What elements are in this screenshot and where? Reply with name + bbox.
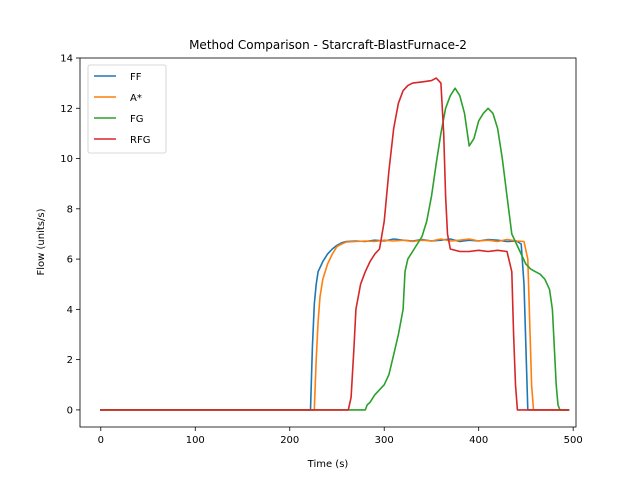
legend-box bbox=[87, 64, 167, 154]
y-tick-label: 2 bbox=[67, 355, 73, 366]
x-axis-label: Time (s) bbox=[307, 459, 349, 470]
y-tick-label: 4 bbox=[67, 305, 73, 316]
plot-frame bbox=[79, 57, 577, 428]
x-tick-label: 100 bbox=[186, 435, 205, 446]
y-axis-label: Flow (units/s) bbox=[36, 208, 47, 275]
y-tick-label: 10 bbox=[60, 154, 73, 165]
series-line-fg bbox=[100, 87, 570, 411]
y-tick-label: 6 bbox=[67, 255, 73, 266]
legend-label: A* bbox=[130, 93, 142, 104]
legend-label: RFG bbox=[130, 135, 150, 146]
series-line-a bbox=[100, 238, 570, 411]
x-axis-ticks: 0 100 200 300 400 500 bbox=[98, 427, 583, 446]
y-tick-label: 0 bbox=[67, 405, 73, 416]
y-tick-label: 8 bbox=[67, 204, 73, 215]
legend-label: FG bbox=[130, 114, 144, 125]
x-tick-label: 200 bbox=[280, 435, 299, 446]
x-tick-label: 300 bbox=[375, 435, 394, 446]
legend-label: FF bbox=[130, 72, 142, 83]
x-tick-label: 500 bbox=[564, 435, 583, 446]
y-tick-label: 14 bbox=[60, 54, 73, 65]
series-line-rfg bbox=[100, 77, 570, 411]
x-tick-label: 0 bbox=[98, 435, 104, 446]
legend: FF A* FG RFG bbox=[87, 64, 167, 154]
y-axis-ticks: 0 2 4 6 8 10 12 14 bbox=[60, 54, 80, 416]
series-layer bbox=[100, 77, 570, 411]
y-tick-label: 12 bbox=[60, 104, 73, 115]
chart-title: Method Comparison - Starcraft-BlastFurna… bbox=[189, 38, 467, 52]
x-tick-label: 400 bbox=[469, 435, 488, 446]
